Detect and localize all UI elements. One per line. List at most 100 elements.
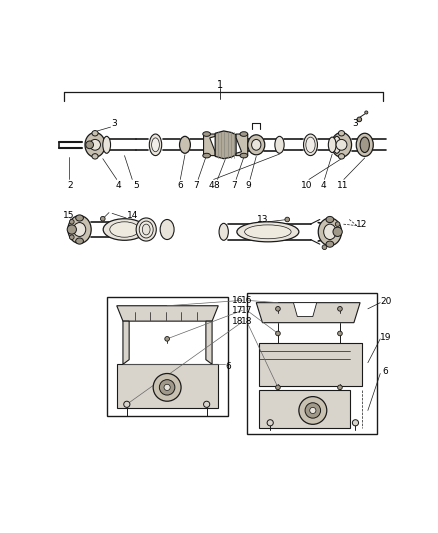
Polygon shape <box>215 131 236 159</box>
Text: 17: 17 <box>232 306 244 315</box>
Text: 6: 6 <box>383 367 389 376</box>
Ellipse shape <box>92 154 98 159</box>
Circle shape <box>299 397 327 424</box>
Polygon shape <box>117 364 218 408</box>
Circle shape <box>70 235 74 239</box>
Text: 7: 7 <box>194 181 199 190</box>
Ellipse shape <box>152 138 159 152</box>
Ellipse shape <box>326 216 334 223</box>
Circle shape <box>70 220 74 224</box>
Text: 18: 18 <box>232 318 244 326</box>
Text: 6: 6 <box>226 362 231 371</box>
Circle shape <box>159 379 175 395</box>
Text: 4: 4 <box>320 181 326 190</box>
Ellipse shape <box>76 215 83 221</box>
Text: 12: 12 <box>356 220 367 229</box>
Circle shape <box>338 331 342 336</box>
Circle shape <box>285 217 290 222</box>
Text: 9: 9 <box>246 181 251 190</box>
Ellipse shape <box>203 132 211 136</box>
Polygon shape <box>236 134 248 156</box>
Ellipse shape <box>139 221 153 238</box>
Circle shape <box>276 385 280 390</box>
Circle shape <box>310 407 316 414</box>
Text: 1: 1 <box>217 80 223 90</box>
Ellipse shape <box>68 216 91 244</box>
Ellipse shape <box>245 225 291 239</box>
Bar <box>107 296 228 416</box>
Ellipse shape <box>240 132 248 136</box>
Ellipse shape <box>360 137 369 152</box>
Ellipse shape <box>85 133 105 157</box>
Ellipse shape <box>92 131 98 136</box>
Ellipse shape <box>142 224 150 235</box>
Text: 10: 10 <box>301 181 312 190</box>
Ellipse shape <box>332 133 352 157</box>
Circle shape <box>204 401 210 407</box>
Ellipse shape <box>103 219 146 240</box>
Text: 11: 11 <box>337 181 349 190</box>
Ellipse shape <box>160 220 174 239</box>
Circle shape <box>67 225 77 234</box>
Bar <box>247 294 377 433</box>
Circle shape <box>352 419 359 426</box>
Circle shape <box>336 222 340 227</box>
Text: 17: 17 <box>241 306 253 315</box>
Ellipse shape <box>318 218 342 246</box>
Ellipse shape <box>203 154 211 158</box>
Ellipse shape <box>240 154 248 158</box>
Ellipse shape <box>336 140 347 150</box>
Circle shape <box>338 385 342 390</box>
Ellipse shape <box>149 134 162 156</box>
Ellipse shape <box>275 136 284 154</box>
Polygon shape <box>117 306 218 321</box>
Polygon shape <box>293 303 317 317</box>
Ellipse shape <box>180 136 191 154</box>
Circle shape <box>164 384 170 391</box>
Ellipse shape <box>339 154 345 159</box>
Ellipse shape <box>324 224 336 239</box>
Ellipse shape <box>306 137 315 152</box>
Ellipse shape <box>251 140 261 150</box>
Ellipse shape <box>328 137 336 152</box>
Circle shape <box>365 111 368 114</box>
Text: 19: 19 <box>380 333 392 342</box>
Ellipse shape <box>219 223 228 240</box>
Circle shape <box>100 216 105 221</box>
Circle shape <box>322 245 327 249</box>
Circle shape <box>333 227 342 237</box>
Text: 20: 20 <box>380 297 392 305</box>
Text: 7: 7 <box>232 181 237 190</box>
Circle shape <box>338 306 342 311</box>
Ellipse shape <box>110 222 139 237</box>
Ellipse shape <box>103 136 110 154</box>
Polygon shape <box>204 134 215 156</box>
Circle shape <box>153 374 181 401</box>
Text: 4: 4 <box>208 181 214 190</box>
Text: 13: 13 <box>257 215 268 224</box>
Ellipse shape <box>248 135 265 155</box>
Text: 4: 4 <box>116 181 121 190</box>
Text: 5: 5 <box>133 181 139 190</box>
Text: 16: 16 <box>241 296 253 305</box>
Circle shape <box>267 419 273 426</box>
Circle shape <box>276 306 280 311</box>
Circle shape <box>165 336 170 341</box>
Text: 8: 8 <box>213 181 219 190</box>
Ellipse shape <box>136 218 156 241</box>
Ellipse shape <box>326 241 334 247</box>
Text: 14: 14 <box>127 211 138 220</box>
Polygon shape <box>256 303 360 322</box>
Ellipse shape <box>356 133 373 156</box>
Ellipse shape <box>73 223 86 237</box>
Ellipse shape <box>76 238 83 244</box>
Ellipse shape <box>333 136 341 154</box>
Text: 3: 3 <box>112 119 117 128</box>
Text: 2: 2 <box>67 181 73 190</box>
Ellipse shape <box>237 222 299 242</box>
Text: 15: 15 <box>63 211 74 220</box>
Ellipse shape <box>339 131 345 136</box>
Bar <box>258 343 362 386</box>
Polygon shape <box>258 390 350 428</box>
Circle shape <box>124 401 130 407</box>
